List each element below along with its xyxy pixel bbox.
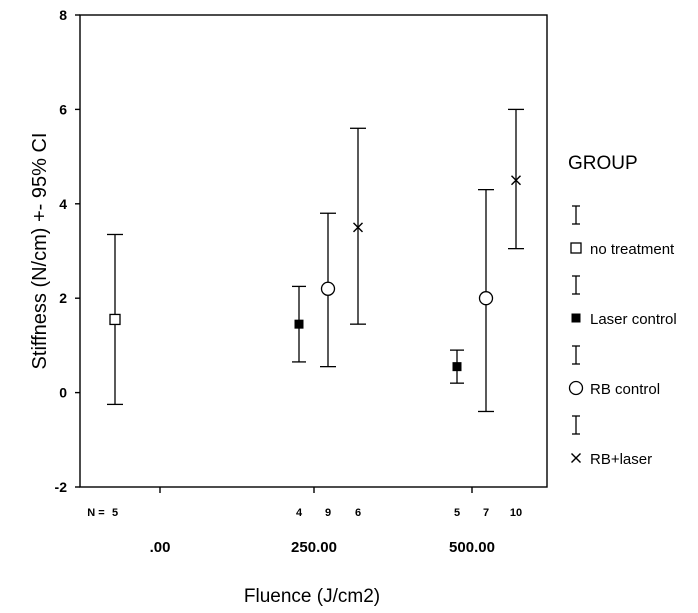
legend-marker bbox=[570, 382, 583, 395]
y-axis-label: Stiffness (N/cm) +- 95% CI bbox=[29, 133, 51, 370]
marks-layer: 5 4 5 9 7 6 10 bbox=[107, 109, 524, 519]
data-point bbox=[322, 282, 335, 295]
plot-frame bbox=[80, 15, 547, 487]
y-tick-label: -2 bbox=[55, 479, 68, 495]
legend-marker bbox=[571, 243, 581, 253]
legend-title: GROUP bbox=[568, 153, 638, 174]
error-bar bbox=[450, 350, 464, 383]
n-count-label: 10 bbox=[510, 507, 522, 519]
error-bar bbox=[478, 190, 494, 412]
legend-entry: no treatment bbox=[571, 206, 675, 258]
ticks-layer: -2 0 2 4 6 8 .00 250.00 500.00 bbox=[55, 7, 495, 556]
y-tick-label: 4 bbox=[59, 196, 67, 212]
data-point bbox=[453, 363, 461, 371]
error-bar bbox=[320, 213, 336, 366]
n-count-label: 6 bbox=[355, 507, 361, 519]
data-point bbox=[110, 314, 120, 324]
legend-label: RB+laser bbox=[590, 451, 652, 468]
y-tick-label: 8 bbox=[59, 7, 67, 23]
error-bar bbox=[508, 109, 524, 248]
error-bar bbox=[107, 234, 123, 404]
legend-label: RB control bbox=[590, 381, 660, 398]
x-axis-label: Fluence (J/cm2) bbox=[244, 586, 380, 607]
legend-entry: Laser control bbox=[572, 276, 677, 328]
error-bar bbox=[292, 286, 306, 362]
n-count-label: 5 bbox=[112, 507, 118, 519]
legend: no treatment Laser control RB control RB+la… bbox=[570, 206, 677, 468]
n-count-label: 9 bbox=[325, 507, 331, 519]
legend-label: no treatment bbox=[590, 241, 675, 258]
n-count-label: 5 bbox=[454, 507, 460, 519]
legend-entry: RB control bbox=[570, 346, 661, 398]
x-tick-label: 500.00 bbox=[449, 539, 495, 556]
n-label: N = bbox=[87, 507, 104, 519]
legend-entry: RB+laser bbox=[572, 416, 653, 468]
data-point bbox=[480, 292, 493, 305]
error-bar bbox=[350, 128, 366, 324]
y-tick-label: 6 bbox=[59, 101, 67, 117]
legend-marker bbox=[572, 314, 580, 322]
n-count-label: 7 bbox=[483, 507, 489, 519]
data-point bbox=[295, 320, 303, 328]
legend-label: Laser control bbox=[590, 311, 677, 328]
x-tick-label: 250.00 bbox=[291, 539, 337, 556]
n-count-label: 4 bbox=[296, 507, 303, 519]
y-tick-label: 0 bbox=[59, 385, 67, 401]
y-tick-label: 2 bbox=[59, 290, 67, 306]
x-tick-label: .00 bbox=[150, 539, 171, 556]
legend-marker bbox=[572, 454, 581, 463]
